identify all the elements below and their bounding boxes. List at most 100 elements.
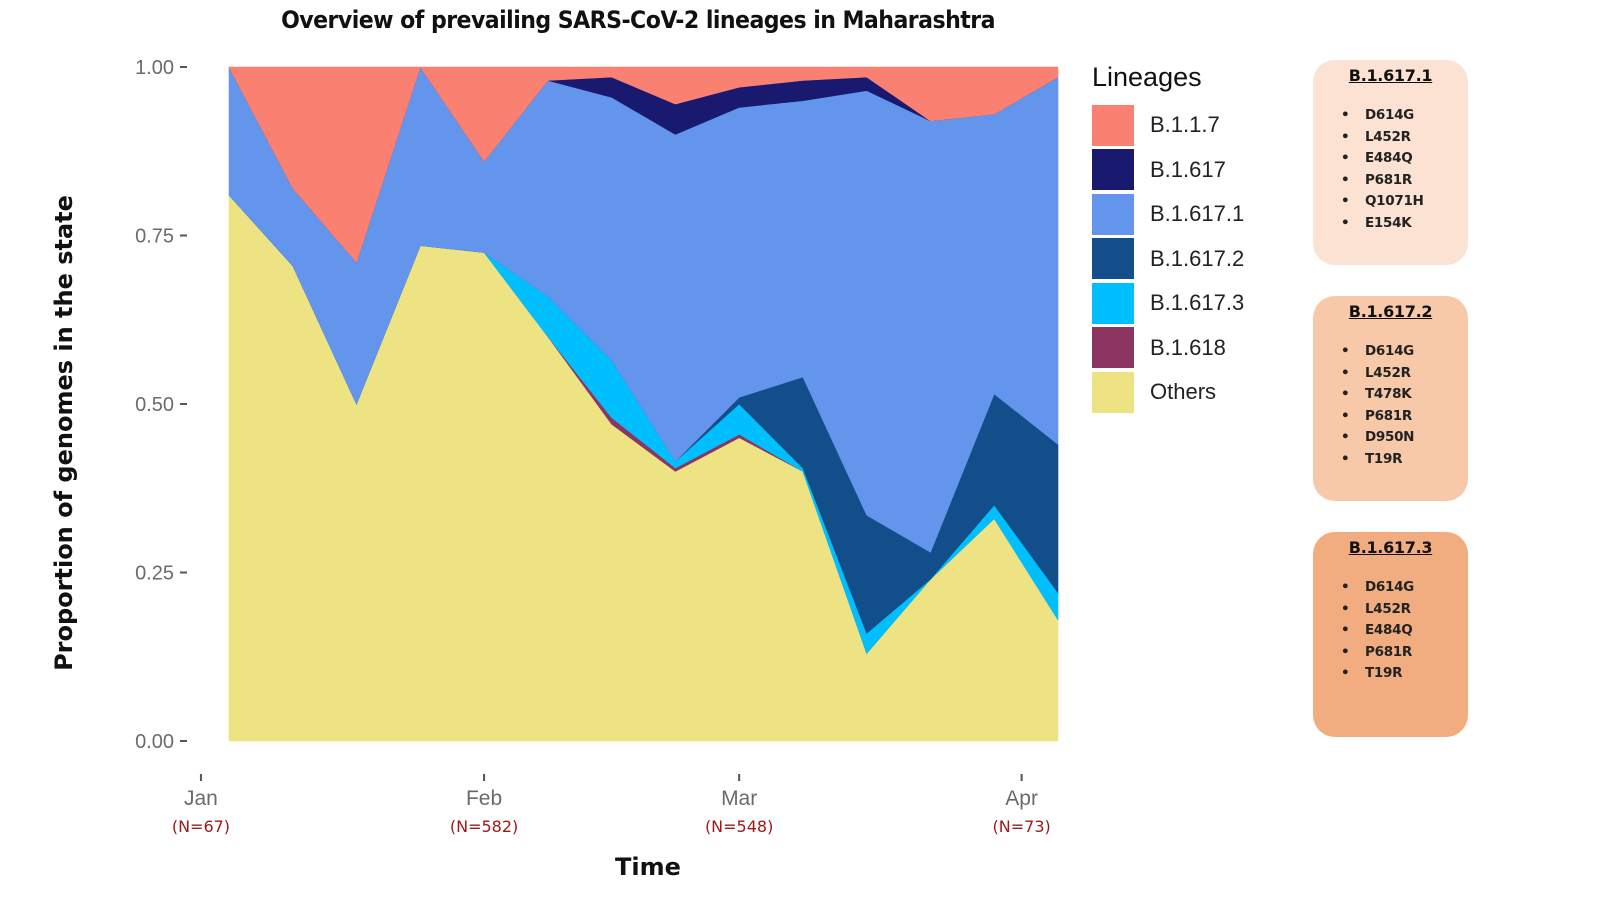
sample-count-label: (N=548) (705, 817, 773, 836)
legend-item-b-1-1-7: B.1.1.7 (1092, 103, 1244, 148)
area-b-1-1-7 (228, 66, 1059, 264)
mutation-box-title: B.1.617.2 (1348, 302, 1433, 321)
area-layers (228, 66, 1059, 742)
mutation-label: L452R (1365, 128, 1411, 145)
mutation-label: D614G (1365, 343, 1414, 359)
legend-swatch (1092, 327, 1134, 369)
mutation-label: T19R (1365, 665, 1403, 682)
mutation-label: E484Q (1365, 622, 1413, 639)
mutation-item: • L452R (1341, 599, 1468, 621)
bullet-icon: • (1341, 343, 1350, 359)
mutation-item: • E484Q (1341, 620, 1468, 642)
mutation-label: T19R (1365, 450, 1403, 467)
sample-count-label: (N=73) (993, 817, 1051, 836)
mutation-label: L452R (1365, 364, 1411, 381)
mutation-label: P681R (1365, 171, 1412, 188)
mutation-list: • D614G • L452R • T478K • P681R • D950N • T19R (1313, 341, 1468, 471)
y-tick-label: 1.00 (135, 57, 174, 79)
x-axis: Jan (N=67) Feb (N=582) Mar (N=548) Apr (N=73) (172, 774, 1051, 836)
x-tick-label-jan: Jan (184, 787, 218, 810)
y-tick-label: 0.25 (135, 563, 174, 585)
legend-swatch (1092, 238, 1134, 280)
bullet-icon: • (1341, 622, 1350, 639)
mutation-label: P681R (1365, 643, 1412, 660)
legend-swatch (1092, 193, 1134, 235)
y-axis: 0.00 0.25 0.50 0.75 1.00 (135, 57, 187, 753)
legend-item-b-1-617: B.1.617 (1092, 148, 1244, 193)
legend-item-b-1-617-1: B.1.617.1 (1092, 192, 1244, 237)
mutation-item: • T19R (1341, 663, 1468, 685)
mutation-list: • D614G • L452R • E484Q • P681R • T19R (1313, 577, 1468, 685)
legend-label: B.1.618 (1150, 334, 1226, 360)
legend: Lineages B.1.1.7 B.1.617 B.1.617.1 B.1.617.… (1092, 62, 1244, 415)
legend-title: Lineages (1092, 62, 1202, 92)
legend-label: B.1.617.2 (1150, 245, 1245, 271)
legend-label: B.1.617 (1150, 156, 1226, 182)
mutation-item: • E154K (1341, 213, 1468, 235)
legend-item-others: Others (1092, 370, 1244, 415)
legend-label: Others (1150, 379, 1217, 405)
x-axis-title: Time (615, 853, 681, 881)
mutation-label: E154K (1365, 214, 1412, 231)
x-tick-label-feb: Feb (466, 787, 502, 810)
bullet-icon: • (1341, 429, 1350, 446)
bullet-icon: • (1341, 214, 1350, 231)
bullet-icon: • (1341, 600, 1350, 617)
mutation-item: • T478K (1341, 384, 1468, 406)
y-axis-title: Proportion of genomes in the state (50, 195, 78, 671)
bullet-icon: • (1341, 665, 1350, 682)
sample-count-label: (N=67) (172, 817, 230, 836)
legend-item-b-1-617-3: B.1.617.3 (1092, 281, 1244, 326)
legend-label: B.1.1.7 (1150, 112, 1220, 138)
legend-swatch (1092, 371, 1134, 413)
mutation-item: • E484Q (1341, 148, 1468, 170)
bullet-icon: • (1341, 643, 1350, 660)
mutation-item: • L452R (1341, 127, 1468, 149)
mutation-item: • D614G (1341, 105, 1468, 127)
x-tick-label-mar: Mar (721, 787, 757, 810)
legend-swatch (1092, 282, 1134, 324)
y-tick-label: 0.75 (135, 226, 174, 248)
legend-swatch (1092, 149, 1134, 191)
legend-label: B.1.617.3 (1150, 290, 1245, 316)
mutation-item: • D950N (1341, 427, 1468, 449)
mutation-label: D614G (1365, 579, 1414, 595)
mutation-item: • D614G (1341, 577, 1468, 599)
mutation-item: • P681R (1341, 406, 1468, 428)
mutation-item: • T19R (1341, 449, 1468, 471)
mutation-label: E484Q (1365, 150, 1413, 167)
legend-label: B.1.617.1 (1150, 201, 1245, 227)
mutation-box-b-1-617-3: B.1.617.3 • D614G • L452R • E484Q • P681R • T19R (1313, 532, 1468, 737)
y-tick-label: 0.50 (135, 394, 174, 416)
mutation-box-title: B.1.617.3 (1348, 538, 1433, 557)
chart-title: Overview of prevailing SARS-CoV-2 lineag… (281, 6, 995, 34)
mutation-label: P681R (1365, 407, 1412, 424)
mutation-label: D950N (1365, 429, 1415, 446)
bullet-icon: • (1341, 386, 1350, 403)
mutation-label: T478K (1365, 386, 1412, 403)
mutation-box-b-1-617-1: B.1.617.1 • D614G • L452R • E484Q • P681R • Q1071H… (1313, 60, 1468, 265)
mutation-box-title: B.1.617.1 (1348, 66, 1433, 85)
sample-count-label: (N=582) (450, 817, 518, 836)
stacked-area-chart: 0.00 0.25 0.50 0.75 1.00 Jan (N=67) Feb (N=582)… (50, 57, 1059, 881)
legend-item-b-1-618: B.1.618 (1092, 326, 1244, 371)
mutation-label: L452R (1365, 600, 1411, 617)
mutation-label: Q1071H (1365, 193, 1424, 210)
mutation-item: • P681R (1341, 642, 1468, 664)
mutation-box-b-1-617-2: B.1.617.2 • D614G • L452R • T478K • P681R • D950N •… (1313, 296, 1468, 501)
bullet-icon: • (1341, 193, 1350, 210)
mutation-item: • Q1071H (1341, 191, 1468, 213)
bullet-icon: • (1341, 128, 1350, 145)
bullet-icon: • (1341, 150, 1350, 167)
bullet-icon: • (1341, 579, 1350, 595)
y-tick-label: 0.00 (135, 731, 174, 753)
bullet-icon: • (1341, 107, 1350, 123)
bullet-icon: • (1341, 450, 1350, 467)
mutation-item: • L452R (1341, 363, 1468, 385)
mutation-list: • D614G • L452R • E484Q • P681R • Q1071H • E154K (1313, 105, 1468, 235)
bullet-icon: • (1341, 407, 1350, 424)
bullet-icon: • (1341, 171, 1350, 188)
bullet-icon: • (1341, 364, 1350, 381)
mutation-label: D614G (1365, 107, 1414, 123)
legend-swatch (1092, 104, 1134, 146)
